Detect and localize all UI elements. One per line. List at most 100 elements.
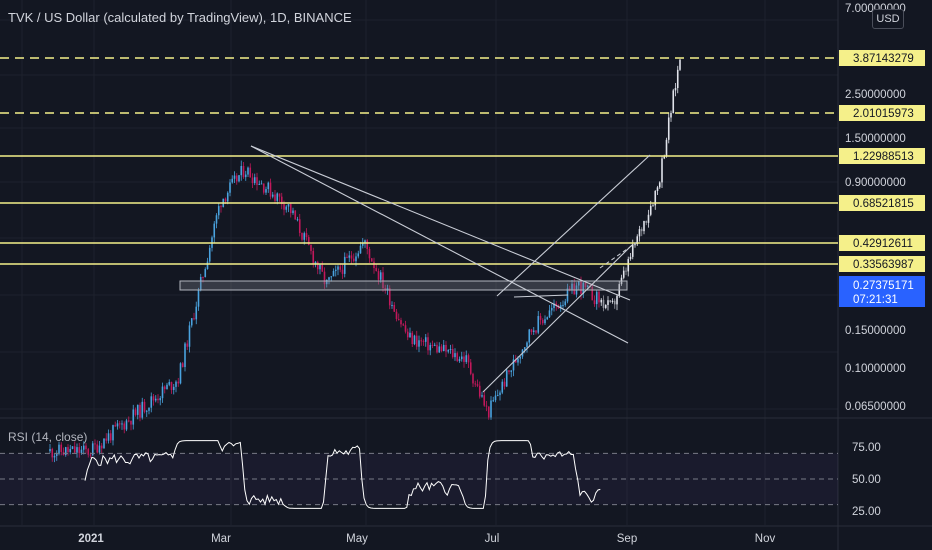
candle-body [519,356,522,359]
candle-body [260,183,263,185]
candle-body [490,400,492,418]
candle-body [325,279,328,285]
candle-body [472,373,474,384]
candle-body [143,401,146,412]
candle-body [548,310,551,318]
candle-body [190,318,193,326]
candle-body [276,193,279,201]
candle-body [283,204,285,210]
candle-body [58,444,60,454]
candle-body [487,406,490,418]
candle-body [316,261,319,270]
candle-body [319,264,321,270]
candle-body [559,305,562,309]
currency-button[interactable]: USD [872,9,904,29]
candle-body [397,318,400,321]
candle-body [505,370,508,387]
price-level-tag [839,195,925,211]
candle-body [301,232,303,240]
candle-body [643,220,645,232]
rsi-axis-label: 25.00 [852,506,881,518]
candle-body [199,277,202,290]
candle-body [202,277,204,279]
candle-body [627,258,630,272]
candle-body [224,198,227,202]
candle-body [670,112,672,118]
candle-body [274,194,276,201]
candle-body [69,448,72,453]
rsi-pane [0,440,838,509]
trendline [513,294,569,298]
candle-body [355,256,357,262]
grid-lines [0,0,838,525]
candle-body [150,396,153,408]
candle-body [373,261,375,269]
time-axis: 2021 Mar May Jul Sep Nov [78,533,775,545]
candle-body [161,386,164,399]
candle-body [555,303,558,306]
candle-body [233,175,236,179]
candle-body [406,331,409,338]
candle-body [292,210,294,214]
candle-body [510,370,513,372]
candle-body [109,433,112,441]
candle-body [177,381,180,384]
candle-body [123,423,126,430]
candle-body [616,295,618,305]
candle-body [139,404,141,418]
candle-body [652,205,654,207]
candle-body [100,445,103,449]
candle-body [247,167,249,175]
candle-body [215,215,218,224]
candle-body [465,355,468,362]
candle-body [94,443,96,445]
candle-body [145,410,148,412]
candle-body [377,271,380,280]
rsi-title: RSI (14, close) [8,430,88,444]
candle-body [82,445,85,450]
candle-body [562,305,564,307]
price-axis: 7.000000002.500000001.500000000.90000000… [839,3,925,518]
candle-body [395,311,398,319]
candle-body [584,282,587,287]
candle-body [451,349,454,358]
candle-body [447,350,450,352]
candle-body [60,444,63,452]
candle-body [474,383,477,385]
candle-body [208,247,211,262]
candle-body [217,206,220,216]
trendline [496,154,651,297]
candle-body [501,381,504,393]
candle-body [310,244,312,251]
candle-body [384,287,387,291]
candle-body [105,438,108,441]
price-axis-label: 1.50000000 [845,133,906,145]
candle-body [112,425,114,441]
candle-body [343,256,346,274]
candle-body [413,335,416,345]
candle-body [598,291,600,303]
candle-body [499,392,501,396]
candle-body [595,291,598,305]
rsi-axis-label: 50.00 [852,474,881,486]
candle-body [253,177,256,184]
time-axis-label: Sep [617,533,637,545]
last-price-tag [839,276,925,307]
candle-body [170,382,173,390]
candle-body [667,117,670,140]
candle-body [663,156,666,159]
candle-body [278,193,281,197]
trendline [250,145,631,301]
candle-body [53,455,56,458]
candle-body [546,317,549,320]
candle-body [357,253,360,257]
candle-body [460,356,463,360]
candle-body [613,300,616,305]
rsi-line [84,440,601,509]
time-axis-label: Mar [211,533,231,545]
candle-body [265,189,267,193]
candle-body [492,400,495,402]
candle-body [330,276,333,278]
candle-body [168,382,171,385]
